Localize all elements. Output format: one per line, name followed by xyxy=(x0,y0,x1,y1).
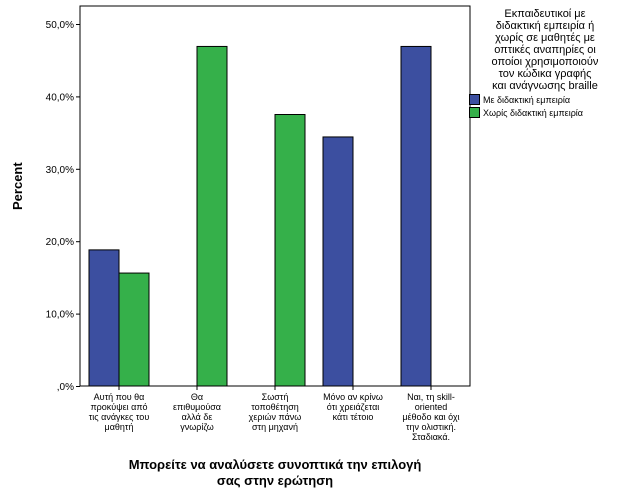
bar xyxy=(322,136,354,387)
legend-label: Χωρίς διδακτική εμπειρία xyxy=(483,107,584,118)
bar xyxy=(196,45,228,387)
legend-title: Εκπαιδευτικοί με διδακτική εμπειρία ή χω… xyxy=(469,8,621,92)
category-label-line: Σωστή xyxy=(261,392,289,402)
legend-swatch-with-experience xyxy=(469,94,480,105)
y-tick-label: 50,0% xyxy=(46,20,74,31)
category-label-line: την ολιστική. xyxy=(405,422,456,432)
category-label-line: μαθητή xyxy=(104,422,134,432)
category-label-line: Ναι, τη skill- xyxy=(407,392,455,402)
category-label-line: αλλά δε xyxy=(181,412,213,422)
category-label-line: τις ανάγκες του xyxy=(88,412,150,422)
category-label-line: Αυτή που θα xyxy=(93,392,145,402)
category-label: Ναι, τη skill-oriented μέθοδο και όχι την … xyxy=(394,392,468,442)
category-label-line: στη μηχανή xyxy=(252,422,298,432)
x-axis-label-line: σας στην ερώτηση xyxy=(216,473,334,488)
y-tick-label: ,0% xyxy=(57,382,74,393)
legend-item-with-experience: Με διδακτική εμπειρία xyxy=(469,94,621,105)
category-label-line: γνωρίζω xyxy=(180,422,214,432)
category-label-line: μέθοδο και όχι xyxy=(402,412,460,422)
legend-swatch-without-experience xyxy=(469,107,480,118)
category-label-line: χεριών πάνω xyxy=(248,412,302,422)
y-tick-label: 40,0% xyxy=(46,92,74,103)
bar xyxy=(274,114,306,387)
category-label-line: προκύψει από xyxy=(90,402,148,412)
legend-title-line: διδακτική εμπειρία ή xyxy=(495,20,595,32)
category-label-line: oriented xyxy=(414,402,448,412)
category-label-line: τοποθέτηση xyxy=(251,402,299,412)
legend-title-line: και ανάγνωσης braille xyxy=(492,80,598,92)
legend-label: Με διδακτική εμπειρία xyxy=(483,94,571,105)
category-label: Σωστή τοποθέτηση χεριών πάνω στη μηχανή xyxy=(238,392,312,432)
bar xyxy=(118,272,150,387)
legend-item-without-experience: Χωρίς διδακτική εμπειρία xyxy=(469,107,621,118)
category-label-line: Σταδιακά. xyxy=(411,432,451,442)
category-label-line: Μόνο αν κρίνω xyxy=(323,392,383,402)
category-label-line: ότι χρειάζεται xyxy=(326,402,380,412)
y-tick-label: 10,0% xyxy=(46,310,74,321)
legend-title-line: οπτικές αναπηρίες οι xyxy=(494,44,596,56)
x-axis-label-line: Μπορείτε να αναλύσετε συνοπτικά την επιλ… xyxy=(128,457,422,472)
legend-title-line: Εκπαιδευτικοί με xyxy=(504,8,586,20)
y-tick-label: 20,0% xyxy=(46,237,74,248)
legend-title-line: τον κώδικα γραφής xyxy=(498,68,592,80)
y-tick-label: 30,0% xyxy=(46,165,74,176)
category-label: Αυτή που θα προκύψει από τις ανάγκες του μα… xyxy=(82,392,156,432)
category-label-line: Θα xyxy=(190,392,204,402)
bar xyxy=(88,249,120,387)
category-label: Μόνο αν κρίνω ότι χρειάζεται κάτι τέτοιο xyxy=(316,392,390,422)
legend: Εκπαιδευτικοί με διδακτική εμπειρία ή χω… xyxy=(469,8,621,118)
category-label: Θα επιθυμούσα αλλά δε γνωρίζω xyxy=(160,392,234,432)
y-axis-label: Percent xyxy=(10,162,25,210)
bar xyxy=(400,45,432,387)
legend-title-line: οποίοι χρησιμοποιούν xyxy=(491,56,599,68)
legend-title-line: χωρίς σε μαθητές με xyxy=(495,32,595,44)
x-axis-label: Μπορείτε να αναλύσετε συνοπτικά την επιλ… xyxy=(80,457,470,489)
category-label-line: κάτι τέτοιο xyxy=(332,412,374,422)
category-label-line: επιθυμούσα xyxy=(172,402,222,412)
